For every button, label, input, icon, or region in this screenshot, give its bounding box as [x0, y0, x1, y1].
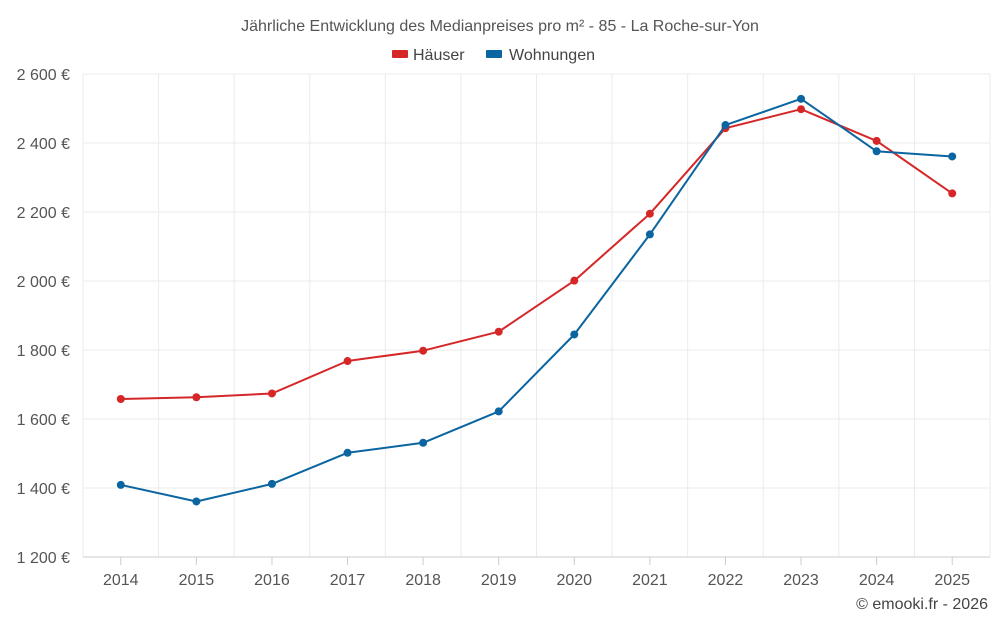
axes: 1 200 € 1 400 € 1 600 € 1 800 € 2 000 € 2 200… [17, 67, 990, 589]
series-wohnungen [116, 94, 957, 506]
y-tick-label: 1 400 € [17, 481, 70, 498]
chart-title: Jährliche Entwicklung des Medianpreises … [241, 18, 759, 35]
data-point-wohnungen[interactable] [721, 121, 730, 130]
x-tick-label: 2024 [859, 572, 895, 589]
data-point-wohnungen[interactable] [872, 147, 881, 156]
x-tick-label: 2015 [179, 572, 215, 589]
data-point-wohnungen[interactable] [116, 480, 125, 489]
y-tick-label: 1 200 € [17, 550, 70, 567]
y-tick-label: 2 400 € [17, 136, 70, 153]
legend-label-hauser: Häuser [413, 47, 465, 64]
data-point-wohnungen[interactable] [645, 230, 654, 239]
series [116, 94, 957, 506]
data-point-wohnungen[interactable] [343, 448, 352, 457]
x-tick-label: 2018 [405, 572, 441, 589]
y-tick-label: 1 600 € [17, 412, 70, 429]
data-point-hauser[interactable] [948, 189, 957, 198]
y-tick-label: 2 000 € [17, 274, 70, 291]
legend-item-hauser[interactable]: Häuser [392, 47, 465, 64]
data-point-wohnungen[interactable] [948, 152, 957, 161]
legend-swatch-hauser [392, 50, 408, 58]
x-tick-label: 2022 [708, 572, 744, 589]
data-point-hauser[interactable] [494, 327, 503, 336]
legend-item-wohnungen[interactable]: Wohnungen [486, 47, 595, 64]
data-point-wohnungen[interactable] [192, 497, 201, 506]
x-tick-label: 2021 [632, 572, 668, 589]
series-hauser [116, 105, 957, 403]
x-tick-label: 2020 [556, 572, 592, 589]
data-point-wohnungen[interactable] [419, 438, 428, 447]
data-point-wohnungen[interactable] [570, 330, 579, 339]
data-point-hauser[interactable] [797, 105, 806, 114]
grid [82, 73, 991, 557]
data-point-hauser[interactable] [116, 394, 125, 403]
data-point-hauser[interactable] [343, 357, 352, 366]
series-line-wohnungen [120, 97, 953, 503]
data-point-hauser[interactable] [645, 209, 654, 218]
data-point-hauser[interactable] [267, 389, 276, 398]
x-tick-label: 2023 [783, 572, 819, 589]
data-point-hauser[interactable] [872, 136, 881, 145]
legend-label-wohnungen: Wohnungen [509, 47, 595, 64]
y-tick-label: 1 800 € [17, 343, 70, 360]
x-tick-label: 2025 [934, 572, 970, 589]
data-point-wohnungen[interactable] [797, 94, 806, 103]
data-point-hauser[interactable] [570, 276, 579, 285]
x-tick-label: 2016 [254, 572, 290, 589]
x-tick-label: 2019 [481, 572, 517, 589]
data-point-wohnungen[interactable] [494, 407, 503, 416]
data-point-wohnungen[interactable] [267, 479, 276, 488]
data-point-hauser[interactable] [192, 393, 201, 402]
x-tick-label: 2014 [103, 572, 139, 589]
y-tick-label: 2 600 € [17, 67, 70, 84]
series-line-hauser [120, 108, 953, 400]
y-tick-label: 2 200 € [17, 205, 70, 222]
x-tick-label: 2017 [330, 572, 366, 589]
legend-swatch-wohnungen [486, 50, 502, 58]
data-point-hauser[interactable] [419, 346, 428, 355]
source-credit: © emooki.fr - 2026 [856, 596, 988, 613]
legend: Häuser Wohnungen [392, 47, 595, 64]
